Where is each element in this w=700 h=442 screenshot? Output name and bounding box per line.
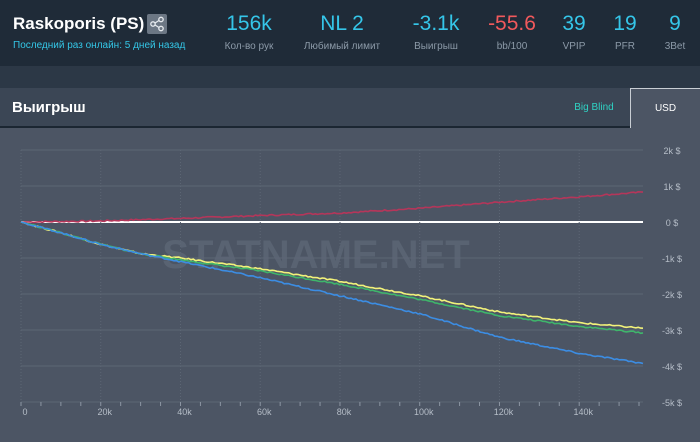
y-tick-label: -3k $ (662, 326, 682, 336)
y-tick-label: -1k $ (662, 254, 682, 264)
series-line-4 (20, 221, 644, 365)
stat-value: 156k (226, 12, 272, 35)
x-tick-label: 120k (494, 407, 514, 417)
stat-value: -55.6 (488, 12, 536, 35)
stat-value: NL 2 (320, 12, 364, 35)
panel-header (0, 88, 700, 126)
y-tick-label: -4k $ (662, 362, 682, 372)
x-tick-label: 100k (414, 407, 434, 417)
x-tick-label: 0 (22, 407, 27, 417)
player-header: Raskoporis (PS) Последний раз онлайн: 5 … (0, 0, 700, 66)
y-tick-label: 2k $ (663, 146, 680, 156)
x-tick-label: 40k (177, 407, 192, 417)
stat-pfr: 19 PFR (603, 12, 647, 52)
stat-label: Выигрыш (414, 41, 458, 52)
y-tick-label: 1k $ (663, 182, 680, 192)
stat-label: VPIP (562, 41, 586, 52)
stat-label: bb/100 (496, 41, 528, 52)
share-icon (150, 16, 164, 32)
stat-winnings: -3.1k Выигрыш (400, 12, 472, 52)
last-online-text: Последний раз онлайн: 5 дней назад (13, 40, 186, 51)
winnings-chart: STATNAME.NET 2k $ 1k $ 0 $ -1k $ -2k $ -3k $ -4… (20, 146, 682, 417)
stat-favorite-limit: NL 2 Любимый лимит (297, 12, 387, 52)
x-tick-label: 60k (257, 407, 272, 417)
stat-vpip: 39 VPIP (551, 12, 597, 52)
stat-value: 19 (613, 12, 637, 35)
watermark: STATNAME.NET (162, 233, 469, 277)
share-button[interactable] (147, 14, 167, 34)
stat-label: 3Bet (664, 41, 686, 52)
stat-label: PFR (615, 41, 635, 52)
y-tick-label: -2k $ (662, 290, 682, 300)
stat-hands: 156k Кол-во рук (214, 12, 284, 52)
x-tick-label: 20k (97, 407, 112, 417)
section-divider (0, 66, 700, 88)
stat-3bet: 9 3Bet (653, 12, 697, 52)
stat-label: Кол-во рук (224, 41, 274, 52)
x-tick-label: 80k (337, 407, 352, 417)
x-tick-label: 140k (573, 407, 593, 417)
chart-area (0, 128, 700, 442)
y-tick-label: 0 $ (666, 218, 679, 228)
series-line-1 (21, 191, 644, 224)
y-tick-label: -5k $ (662, 398, 682, 408)
tab-big-blind[interactable]: Big Blind (574, 102, 614, 113)
stat-value: 9 (669, 12, 681, 35)
stat-value: -3.1k (412, 12, 460, 35)
player-name: Raskoporis (PS) (13, 14, 145, 33)
stat-value: 39 (562, 12, 586, 35)
stat-bb100: -55.6 bb/100 (477, 12, 547, 52)
tab-usd[interactable]: USD (630, 88, 700, 128)
stat-label: Любимый лимит (303, 41, 381, 52)
panel-title: Выигрыш (12, 99, 86, 116)
